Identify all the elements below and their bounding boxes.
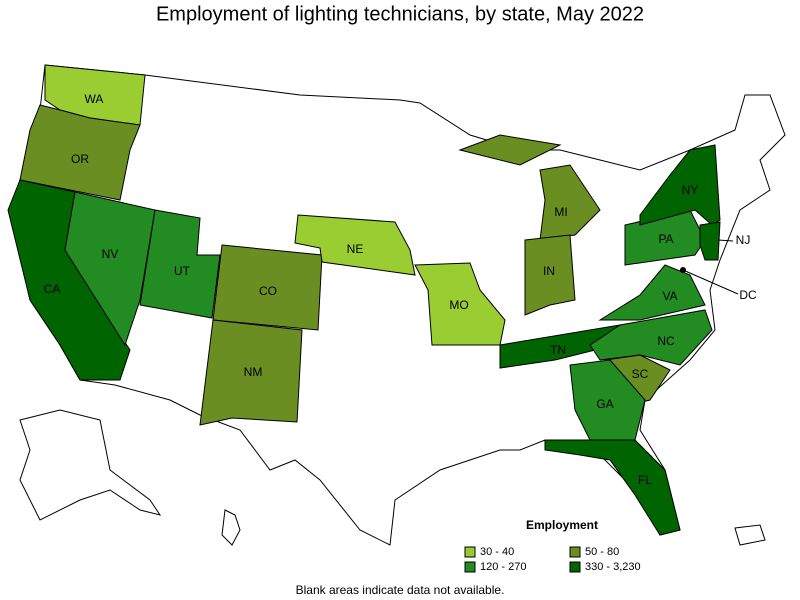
map-title: Employment of lighting technicians, by s… <box>156 3 644 25</box>
state-label: MI <box>554 205 567 219</box>
state-label: PA <box>658 232 673 246</box>
state-label: MO <box>449 298 468 312</box>
state <box>598 264 706 321</box>
legend-swatch <box>464 561 476 573</box>
legend-label: 30 - 40 <box>480 546 514 558</box>
state-label: VA <box>662 289 677 303</box>
state <box>524 234 576 316</box>
state-label: NV <box>102 247 119 261</box>
state-label: UT <box>174 264 191 278</box>
state <box>544 439 681 536</box>
state-label: WA <box>85 92 104 106</box>
state-label: TN <box>550 343 566 357</box>
legend-label: 50 - 80 <box>585 546 619 558</box>
state-label: FL <box>638 473 652 487</box>
state-label: OR <box>71 152 89 166</box>
footnote: Blank areas indicate data not available. <box>296 583 505 597</box>
state <box>639 144 721 226</box>
state-label: SC <box>632 367 649 381</box>
legend-title: Employment <box>526 518 598 532</box>
legend: Employment 30 - 40 50 - 80 120 - 270 330 - … <box>464 518 641 573</box>
state-label: IN <box>543 264 555 278</box>
state <box>414 262 506 346</box>
state <box>294 214 416 276</box>
state <box>199 319 303 426</box>
state-label: GA <box>596 397 613 411</box>
state-label: NM <box>244 365 263 379</box>
legend-swatch <box>569 546 581 558</box>
state <box>589 309 713 366</box>
hawaii <box>221 509 241 546</box>
state-label: NC <box>657 334 675 348</box>
leader <box>717 239 734 242</box>
state <box>19 104 141 201</box>
state-label: NE <box>347 242 364 256</box>
state-label: NJ <box>736 233 751 247</box>
state <box>458 134 562 166</box>
legend-label: 120 - 270 <box>480 561 526 573</box>
state-label: CA <box>44 282 61 296</box>
puerto-rico <box>734 524 766 546</box>
state <box>139 209 221 319</box>
leader <box>682 269 739 295</box>
state <box>699 221 721 261</box>
state-label: DC <box>739 288 757 302</box>
legend-swatch <box>464 546 476 558</box>
legend-swatch <box>569 561 581 573</box>
state-label: CO <box>259 284 277 298</box>
state <box>539 164 601 241</box>
state <box>212 244 323 331</box>
alaska <box>19 409 162 521</box>
state-label: NY <box>682 183 699 197</box>
state <box>499 324 622 369</box>
legend-label: 330 - 3,230 <box>585 561 641 573</box>
